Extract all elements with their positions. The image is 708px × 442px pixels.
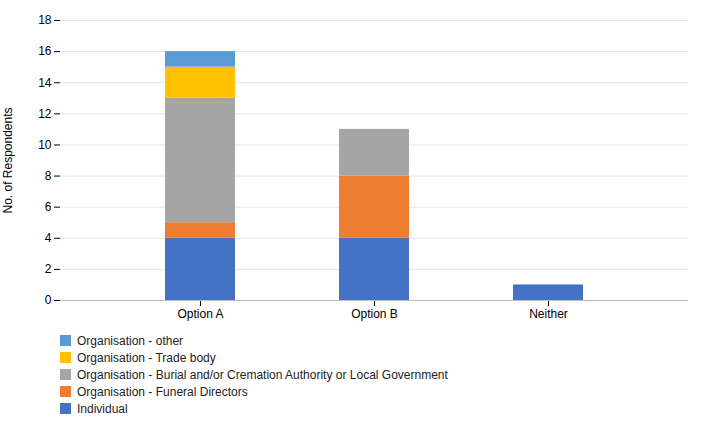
html-text:Individual: Individual [77, 401, 128, 416]
html-text:Organisation - Trade body: Organisation - Trade body [77, 350, 216, 365]
svg-text:Neither: Neither [529, 307, 568, 321]
svg-text:0: 0 [45, 293, 52, 307]
svg-text:14: 14 [38, 76, 52, 90]
svg-text:10: 10 [38, 138, 52, 152]
svg-text:6: 6 [45, 200, 52, 214]
svg-text:8: 8 [45, 169, 52, 183]
svg-text:2: 2 [45, 262, 52, 276]
svg-text:18: 18 [38, 13, 52, 27]
svg-text:12: 12 [38, 107, 52, 121]
svg-text:Option B: Option B [351, 307, 398, 321]
html-text:Organisation - other: Organisation - other [77, 333, 184, 348]
svg-text:16: 16 [38, 44, 52, 58]
svg-text:Option A: Option A [177, 307, 223, 321]
svg-text:No. of Respondents: No. of Respondents [1, 107, 15, 213]
html-text:Organisation - Funeral Directo: Organisation - Funeral Directors [77, 384, 248, 399]
svg-text:4: 4 [45, 231, 52, 245]
html-text:Organisation - Burial and/or C: Organisation - Burial and/or Cremation A… [77, 367, 448, 382]
